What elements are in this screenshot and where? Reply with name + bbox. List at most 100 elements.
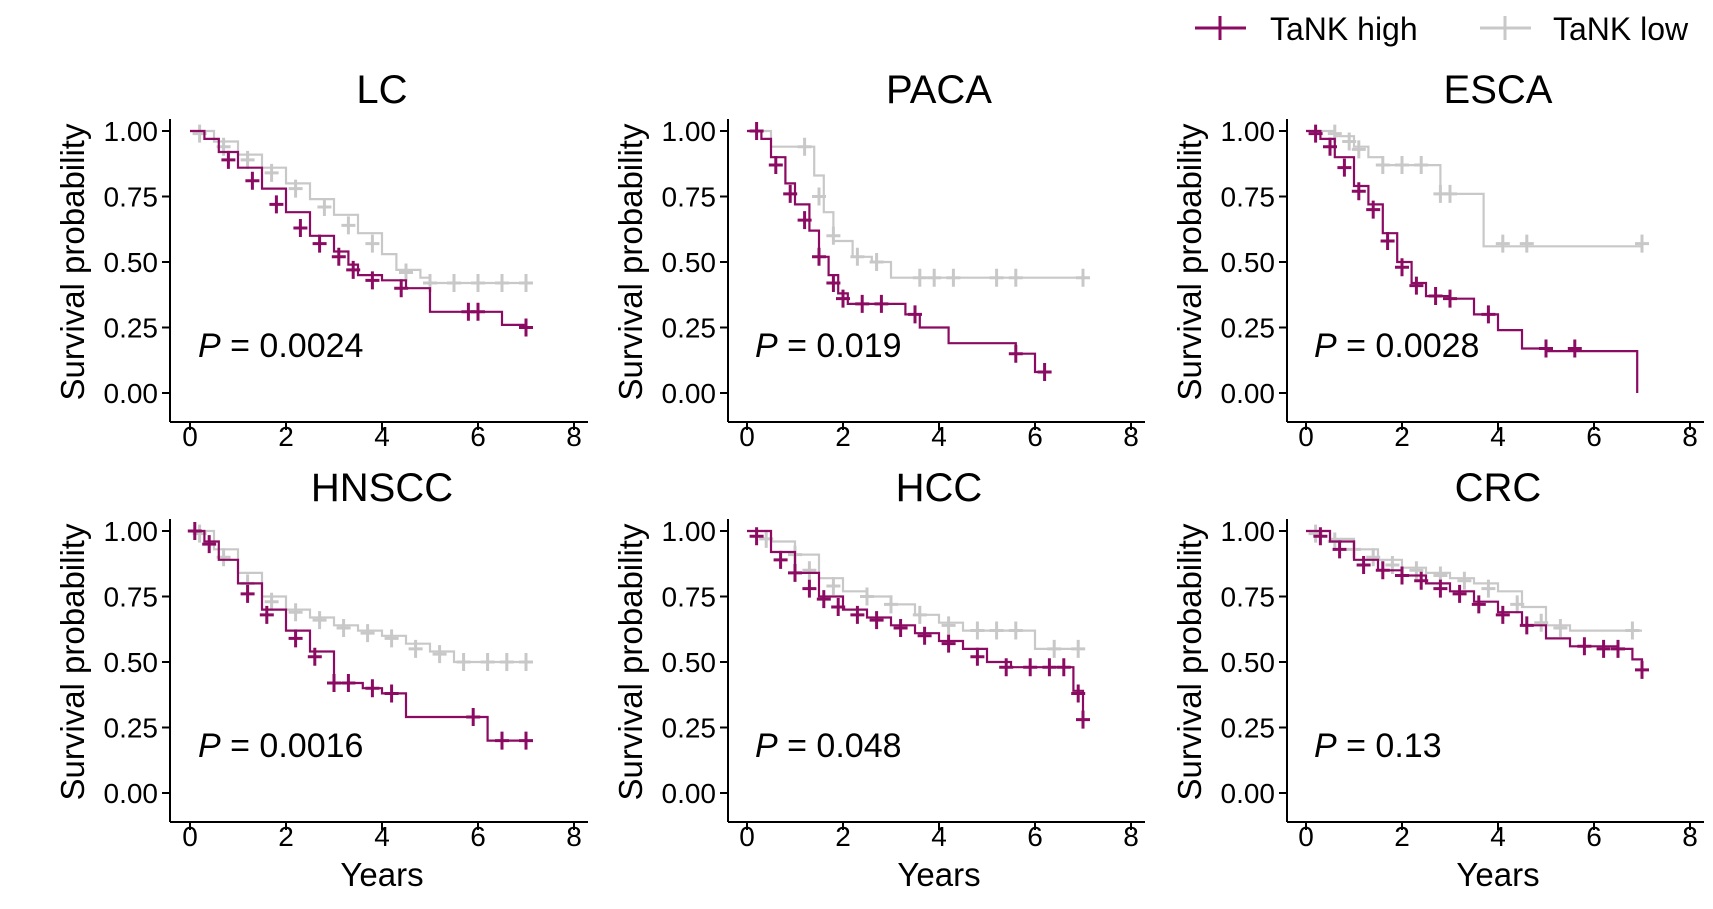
series-tank-low-censor-mark <box>826 577 841 596</box>
legend-label-tank-high: TaNK high <box>1270 11 1418 47</box>
series-tank-high-censor-mark <box>908 305 922 324</box>
series-tank-high-censor-mark <box>797 211 812 230</box>
panel-paca: PACA 0.00 0.25 0.50 0.75 1.00 Survival probabi… <box>612 68 1145 452</box>
series-tank-high-censor-mark <box>768 156 783 175</box>
x-tick-label: 8 <box>1682 421 1698 452</box>
series-tank-high-censor-mark <box>1042 658 1057 677</box>
series-tank-high-censor-mark <box>471 302 485 321</box>
series-tank-high-censor-mark <box>1577 637 1592 656</box>
p-value-symbol: P <box>198 727 221 765</box>
series-tank-low-censor-mark <box>1625 621 1640 640</box>
series-tank-high-censor-mark <box>519 731 533 750</box>
series-tank-high-curve <box>1306 129 1639 393</box>
y-tick-label: 1.00 <box>1221 116 1276 147</box>
series-tank-high-censor-mark <box>1481 305 1496 324</box>
series-tank-low-censor-mark <box>1395 156 1409 175</box>
panel-hcc: HCC 0.00 0.25 0.50 0.75 1.00 Survival probabil… <box>612 466 1145 893</box>
series-tank-high-censor-mark <box>802 579 817 598</box>
legend-label-tank-low: TaNK low <box>1553 11 1689 47</box>
x-axis-label: Years <box>1456 856 1539 893</box>
series-tank-high-censor-mark <box>850 605 865 624</box>
y-tick-label: 0.00 <box>104 778 159 809</box>
x-tick-label: 4 <box>931 421 947 452</box>
x-tick-label: 8 <box>1123 421 1139 452</box>
series-tank-low-censor-mark <box>989 268 1004 287</box>
y-axis-label: Survival probability <box>1171 123 1208 400</box>
y-tick-label: 0.50 <box>662 647 717 678</box>
series-tank-low-censor-mark <box>1519 234 1534 253</box>
series-tank-high-censor-mark <box>1332 540 1347 559</box>
series-tank-low-censor-mark <box>797 137 812 156</box>
series-tank-low-censor-mark <box>288 179 303 198</box>
series-tank-high-censor-mark <box>1351 182 1366 201</box>
series-tank-high-censor-mark <box>1567 339 1582 358</box>
x-tick-label: 2 <box>835 421 851 452</box>
series-tank-low-censor-mark <box>471 273 485 292</box>
x-tick-label: 8 <box>566 421 582 452</box>
series-tank-low-censor-mark <box>1071 639 1086 658</box>
series-tank-high-censor-mark <box>1056 658 1071 677</box>
series-tank-high-censor-mark <box>1395 566 1409 585</box>
x-tick-label: 4 <box>1490 821 1506 852</box>
x-tick-label: 8 <box>1123 821 1139 852</box>
series-tank-high-censor-mark <box>855 294 870 313</box>
series-tank-low-censor-mark <box>1481 579 1496 598</box>
series-tank-high-censor-mark <box>1428 287 1443 306</box>
series-tank-low-censor-mark <box>384 629 399 648</box>
series-tank-high-censor-mark <box>1008 344 1023 363</box>
series-tank-low-censor-mark <box>1375 156 1390 175</box>
y-tick-label: 0.75 <box>104 582 159 613</box>
p-value-lc: P = 0.0024 <box>198 327 363 365</box>
series-tank-high-censor-mark <box>1635 660 1649 679</box>
series-tank-high-censor-mark <box>495 731 509 750</box>
p-value-text: = 0.0028 <box>1337 327 1480 365</box>
series-tank-low-censor-mark <box>826 226 841 245</box>
series-tank-low-censor-mark <box>1008 621 1023 640</box>
series-tank-low-censor-mark <box>336 618 351 637</box>
series-tank-high-censor-mark <box>1495 605 1510 624</box>
series-tank-low-censor-mark <box>1635 234 1649 253</box>
y-tick-label: 1.00 <box>104 116 159 147</box>
x-tick-label: 0 <box>1298 821 1314 852</box>
series-tank-high-censor-mark <box>519 318 533 337</box>
y-axis-label: Survival probability <box>1171 523 1208 800</box>
series-tank-high-censor-mark <box>365 271 380 290</box>
series-tank-high-censor-mark <box>1414 571 1429 590</box>
series-tank-low-curve <box>190 129 526 285</box>
series-tank-high-censor-mark <box>1596 639 1611 658</box>
series-tank-high-censor-mark <box>1323 137 1337 156</box>
series-tank-low-censor-mark <box>312 611 327 630</box>
series-tank-low-censor-mark <box>989 621 1004 640</box>
series-tank-low-censor-mark <box>1342 132 1357 151</box>
series-tank-low-censor-mark <box>447 273 461 292</box>
series-tank-low-censor-mark <box>264 592 279 611</box>
y-tick-label: 1.00 <box>662 516 717 547</box>
series-tank-high-censor-mark <box>1037 363 1052 382</box>
x-tick-label: 6 <box>1586 421 1602 452</box>
series-tank-high-censor-mark <box>394 279 409 298</box>
series-tank-high-censor-mark <box>365 679 380 698</box>
x-tick-label: 0 <box>1298 421 1314 452</box>
series-tank-high-censor-mark <box>341 673 356 692</box>
series-tank-high-censor-mark <box>999 658 1014 677</box>
series-tank-low-censor-mark <box>1414 156 1429 175</box>
series-tank-high-censor-mark <box>816 590 831 609</box>
series-tank-high-curve <box>190 129 528 328</box>
series-tank-low-censor-mark <box>499 653 514 671</box>
series-tank-low-censor-mark <box>432 645 447 664</box>
series-tank-high-censor-mark <box>1337 158 1352 177</box>
series-tank-low-censor-mark <box>1366 548 1381 567</box>
series-tank-high-curve <box>747 129 1050 374</box>
x-tick-label: 0 <box>739 821 755 852</box>
series-tank-low-censor-mark <box>860 587 874 606</box>
series-tank-high-censor-mark <box>288 629 303 648</box>
series-tank-high-censor-mark <box>346 260 361 279</box>
series-tank-low-censor-mark <box>360 624 375 643</box>
series-tank-low-censor-mark <box>1443 184 1457 203</box>
p-value-esca: P = 0.0028 <box>1314 327 1479 365</box>
legend: TaNK high TaNK low <box>1195 11 1689 47</box>
series-tank-high-censor-mark <box>1076 710 1090 729</box>
series-tank-high-censor-mark <box>917 626 932 645</box>
series-tank-low-curve <box>1306 529 1642 632</box>
y-tick-label: 0.25 <box>104 713 159 744</box>
